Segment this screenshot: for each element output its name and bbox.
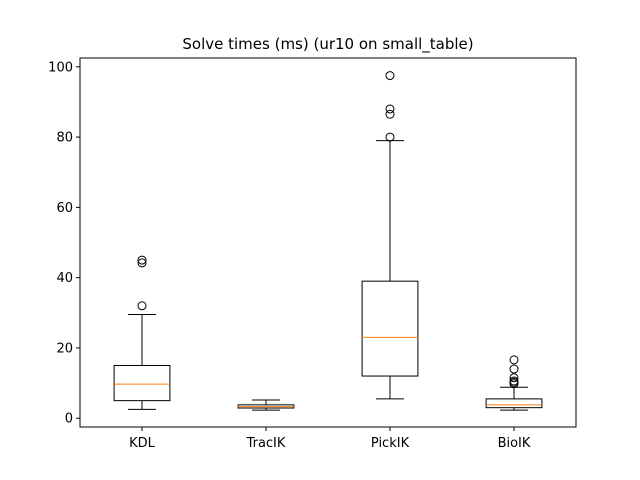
y-tick-label: 60 <box>56 201 73 216</box>
x-tick-label-tracik: TracIK <box>246 436 286 451</box>
outlier-point <box>509 376 519 386</box>
x-tick-label-kdl: KDL <box>129 436 156 451</box>
plot-area-frame <box>79 57 577 428</box>
box-pickik <box>361 71 419 400</box>
outlier-point <box>385 132 395 142</box>
interquartile-box <box>361 280 419 377</box>
outlier-point <box>385 109 395 119</box>
outlier-point <box>137 258 147 268</box>
outlier-point <box>385 71 395 81</box>
y-tick-label: 40 <box>56 271 73 286</box>
box-series <box>113 71 543 411</box>
x-tick-label-bioik: BioIK <box>498 436 531 451</box>
interquartile-box <box>113 365 171 402</box>
box-tracik <box>237 399 295 411</box>
interquartile-box <box>485 398 543 409</box>
x-axis: KDL TracIK PickIK BioIK <box>129 427 531 451</box>
outlier-point <box>509 373 519 383</box>
y-axis: 0 20 40 60 80 100 <box>48 60 80 427</box>
outlier-point <box>509 364 519 374</box>
chart-title: Solve times (ms) (ur10 on small_table) <box>182 35 473 54</box>
y-tick-label: 20 <box>56 341 73 356</box>
y-tick-label: 0 <box>65 412 73 427</box>
box-kdl <box>113 255 171 410</box>
x-tick-label-pickik: PickIK <box>371 436 410 451</box>
y-tick-label: 100 <box>48 60 73 75</box>
y-tick-label: 80 <box>56 131 73 146</box>
outlier-point <box>385 104 395 114</box>
outlier-point <box>137 255 147 265</box>
outlier-point <box>509 355 519 365</box>
outlier-point <box>137 301 147 311</box>
box-bioik <box>485 355 543 411</box>
